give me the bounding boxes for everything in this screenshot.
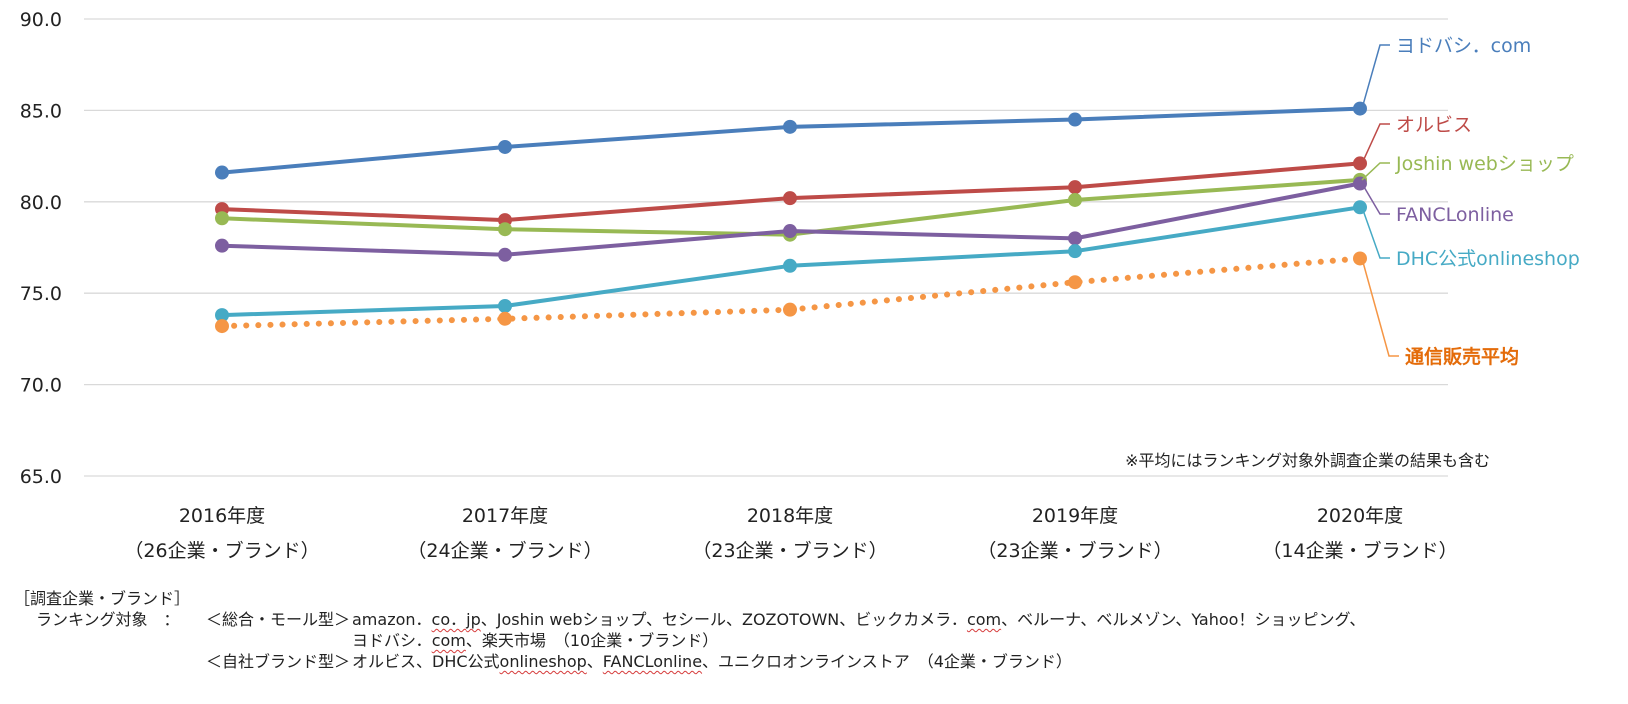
group1-label: ＜総合・モール型＞ <box>206 610 351 629</box>
series-label: ヨドバシ．com <box>1396 35 1531 57</box>
x-category-label: 2019年度 <box>1032 505 1118 527</box>
data-point <box>783 302 797 317</box>
data-point <box>215 319 229 334</box>
y-tick-label: 75.0 <box>20 283 62 305</box>
data-point <box>783 119 797 134</box>
x-category-label: 2020年度 <box>1317 505 1403 527</box>
footer-text-segment: com <box>431 631 466 650</box>
data-point <box>1068 244 1082 259</box>
data-point <box>215 308 229 323</box>
leader-line <box>1361 44 1390 109</box>
leader-line <box>1361 123 1390 164</box>
series-label: 通信販売平均 <box>1405 345 1519 368</box>
footer-text-segment: 、ユニクロオンラインストア （4企業・ブランド） <box>702 652 1072 671</box>
footer-text-segment: オルビス、DHC公式 <box>352 652 500 671</box>
data-point <box>498 311 512 326</box>
survey-footer: ［調査企業・ブランド］ ランキング対象 ： ＜総合・モール型＞ amazon．c… <box>14 588 1614 672</box>
group2-line: オルビス、DHC公式onlineshop、FANCLonline、ユニクロオンラ… <box>352 651 1072 672</box>
footer-text-segment: jp <box>466 610 481 629</box>
data-point <box>215 211 229 226</box>
data-point <box>1068 112 1082 127</box>
series-label: Joshin webショップ <box>1395 153 1574 175</box>
series-label: オルビス <box>1396 114 1472 136</box>
data-point <box>498 247 512 262</box>
series-lines <box>215 101 1367 334</box>
footer-text-segment: co． <box>431 610 467 629</box>
footer-text-segment: 、 <box>586 652 603 671</box>
x-category-label: 2016年度 <box>179 505 265 527</box>
y-tick-label: 85.0 <box>20 100 62 122</box>
data-point <box>783 224 797 239</box>
leader-line <box>1361 207 1390 259</box>
group1-line2: ヨドバシ．com、楽天市場 （10企業・ブランド） <box>352 630 718 651</box>
data-point <box>1353 101 1367 116</box>
y-axis-ticks: 90.0 85.0 80.0 75.0 70.0 65.0 <box>20 9 62 488</box>
footer-text-segment: com <box>966 610 1002 629</box>
data-point <box>1068 275 1082 290</box>
series-labels: ヨドバシ．com オルビス Joshin webショップ FANCLonline DHC… <box>1361 35 1580 368</box>
data-point <box>1068 180 1082 195</box>
data-point <box>783 191 797 206</box>
x-category-sublabel: （26企業・ブランド） <box>124 539 319 562</box>
leader-line <box>1361 183 1390 215</box>
group1-line1: amazon．co．jp、Joshin webショップ、セシール、ZOZOTOW… <box>352 609 1365 630</box>
data-point <box>498 139 512 154</box>
data-point <box>783 258 797 273</box>
y-tick-label: 90.0 <box>20 9 62 31</box>
footer-heading: ［調査企業・ブランド］ <box>14 589 191 608</box>
footer-text-segment: 、楽天市場 （10企業・ブランド） <box>465 631 719 650</box>
footer-text-segment: ヨドバシ． <box>352 631 432 650</box>
leader-line <box>1361 258 1399 357</box>
x-category-sublabel: （23企業・ブランド） <box>692 539 887 562</box>
data-point <box>498 298 512 313</box>
x-category-label: 2018年度 <box>747 505 833 527</box>
data-point <box>1068 192 1082 207</box>
series-label: DHC公式onlineshop <box>1396 248 1580 270</box>
footer-text-segment: 、Joshin webショップ、セシール、ZOZOTOWN、ビックカメラ． <box>480 610 967 629</box>
y-tick-label: 80.0 <box>20 192 62 214</box>
x-category-sublabel: （23企業・ブランド） <box>977 539 1172 562</box>
x-category-sublabel: （24企業・ブランド） <box>407 539 602 562</box>
footer-text-segment: FANCLonline <box>602 652 703 671</box>
x-category-label: 2017年度 <box>462 505 548 527</box>
x-axis-labels: 2016年度 （26企業・ブランド） 2017年度 （24企業・ブランド） 2018年度… <box>124 505 1457 562</box>
leader-line <box>1361 162 1390 181</box>
series-line <box>220 106 1362 175</box>
ranking-label: ランキング対象 ： <box>36 610 180 629</box>
y-tick-label: 65.0 <box>20 466 62 488</box>
data-point <box>1353 200 1367 215</box>
footer-text-segment: amazon． <box>352 610 432 629</box>
data-point <box>215 238 229 253</box>
data-point <box>498 222 512 237</box>
data-point <box>215 165 229 180</box>
footer-text-segment: 、ベルーナ、ベルメゾン、Yahoo！ショッピング、 <box>1001 610 1366 629</box>
line-chart: 90.0 85.0 80.0 75.0 70.0 65.0 2016年度 （26企業・ブラン… <box>20 9 1580 562</box>
footer-text-segment: onlineshop <box>499 652 587 671</box>
x-category-sublabel: （14企業・ブランド） <box>1262 539 1457 562</box>
group2-label: ＜自社ブランド型＞ <box>206 652 351 671</box>
series-label: FANCLonline <box>1396 204 1514 226</box>
y-tick-label: 70.0 <box>20 375 62 397</box>
data-point <box>1353 251 1367 266</box>
chart-annotation: ※平均にはランキング対象外調査企業の結果も含む <box>1125 451 1490 470</box>
data-point <box>1068 231 1082 246</box>
